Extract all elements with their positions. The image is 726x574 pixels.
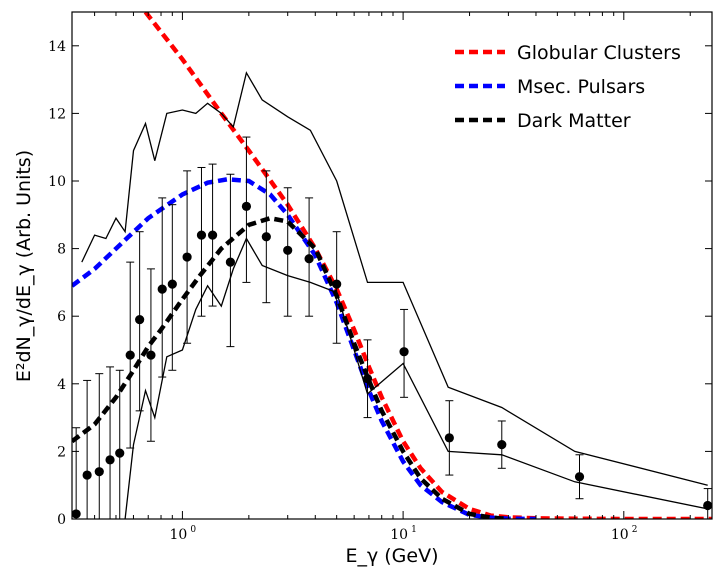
data-point [196, 230, 207, 240]
x-tick-exponent: 0 [190, 525, 196, 535]
data-point [283, 245, 293, 255]
y-axis-title: E²dN_γ/dE_γ (Arb. Units) [13, 150, 35, 382]
data-point [261, 232, 271, 242]
y-tick-label: 0 [57, 512, 66, 528]
data-point [241, 201, 252, 211]
data-point [146, 350, 156, 360]
y-tick-label: 14 [48, 39, 66, 55]
x-tick-label: 10 [390, 527, 408, 543]
data-point [82, 470, 92, 480]
data-point [115, 448, 125, 458]
x-tick-label: 10 [170, 527, 188, 543]
data-point [362, 374, 373, 384]
y-tick-label: 2 [57, 444, 66, 460]
data-point [125, 350, 135, 360]
data-point [94, 467, 104, 477]
y-tick-label: 8 [57, 242, 66, 258]
envelope-line-3 [81, 71, 708, 486]
data-point [207, 230, 218, 240]
legend-label: Dark Matter [517, 110, 631, 132]
data-point [703, 500, 713, 511]
legend: Globular Clusters Msec. Pulsars Dark Matte… [455, 42, 681, 132]
y-tick-label: 6 [57, 309, 66, 325]
data-point [225, 257, 236, 267]
data-point [444, 433, 454, 443]
y-tick-label: 10 [48, 174, 66, 190]
y-tick-label: 12 [48, 106, 66, 122]
x-tick-exponent: 2 [632, 525, 638, 535]
data-point [105, 455, 115, 465]
data-point [167, 279, 177, 289]
data-point [399, 347, 409, 357]
data-point [71, 509, 81, 519]
points-layer [71, 136, 713, 520]
legend-label: Globular Clusters [517, 42, 681, 64]
data-point [497, 440, 507, 450]
plot-frame [71, 11, 713, 520]
x-tick-exponent: 1 [411, 525, 417, 535]
data-point [157, 284, 167, 294]
data-point [304, 254, 314, 264]
data-point [574, 472, 585, 482]
data-point [332, 279, 342, 289]
data-point [182, 252, 192, 262]
series-dark-matter [72, 215, 509, 519]
y-tick-label: 4 [57, 377, 66, 393]
x-axis-title: E_γ (GeV) [345, 545, 438, 567]
data-point [135, 314, 145, 325]
legend-label: Msec. Pulsars [517, 76, 645, 98]
x-tick-label: 10 [611, 527, 629, 543]
